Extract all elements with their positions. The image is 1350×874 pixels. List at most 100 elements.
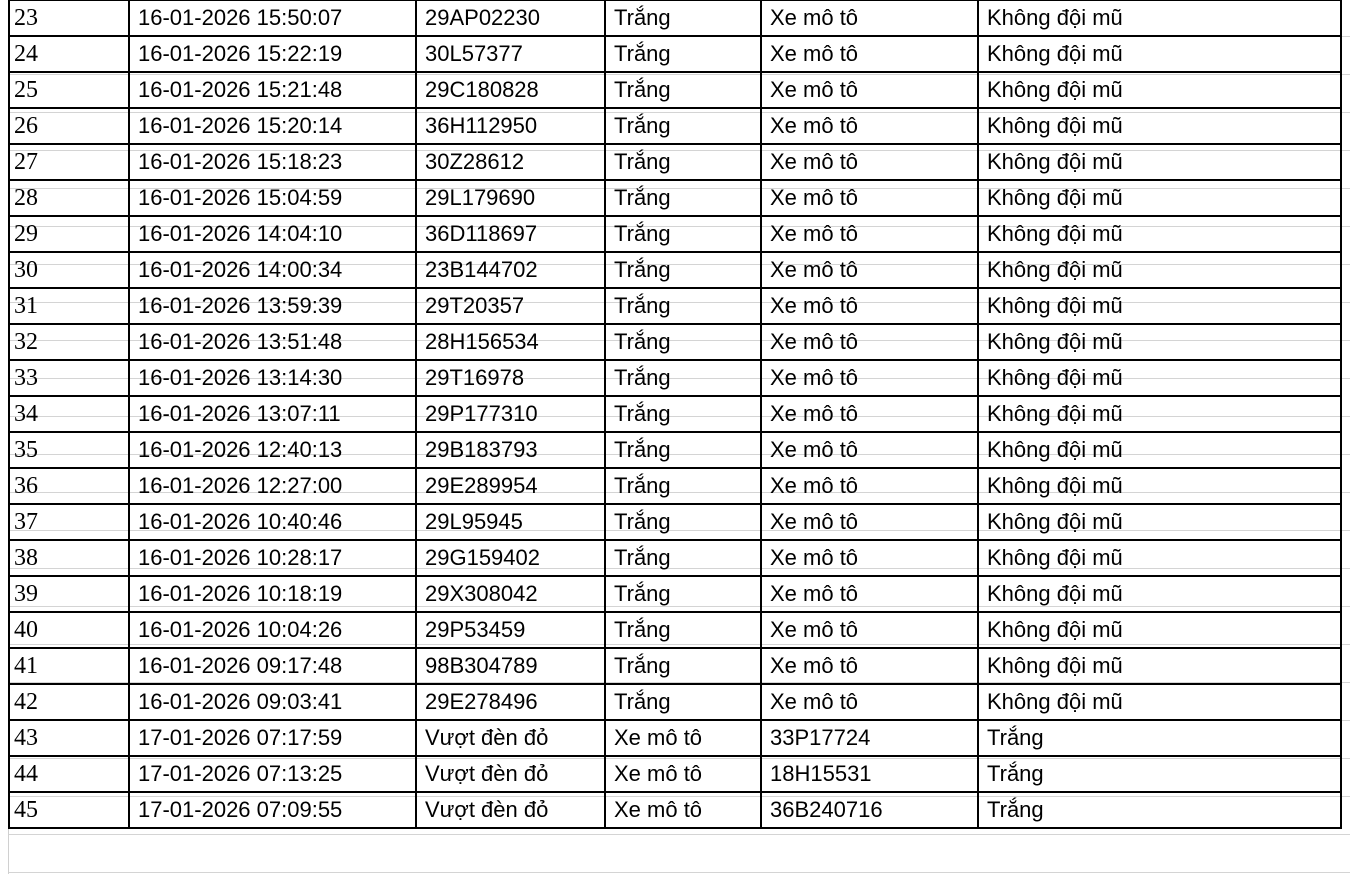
col-e-cell[interactable]: Xe mô tô [760, 287, 979, 325]
col-e-cell[interactable]: Xe mô tô [760, 215, 979, 253]
row-number-cell[interactable]: 35 [8, 431, 130, 469]
col-c-cell[interactable]: Vượt đèn đỏ [415, 719, 606, 757]
row-number-cell[interactable]: 36 [8, 467, 130, 505]
timestamp-cell[interactable]: 16-01-2026 14:00:34 [128, 251, 417, 289]
row-number-cell[interactable]: 43 [8, 719, 130, 757]
col-f-cell[interactable]: Không đội mũ [977, 143, 1342, 181]
col-e-cell[interactable]: Xe mô tô [760, 359, 979, 397]
timestamp-cell[interactable]: 16-01-2026 12:27:00 [128, 467, 417, 505]
timestamp-cell[interactable]: 16-01-2026 10:18:19 [128, 575, 417, 613]
col-e-cell[interactable]: Xe mô tô [760, 683, 979, 721]
timestamp-cell[interactable]: 16-01-2026 15:18:23 [128, 143, 417, 181]
col-f-cell[interactable]: Không đội mũ [977, 323, 1342, 361]
col-e-cell[interactable]: Xe mô tô [760, 431, 979, 469]
col-c-cell[interactable]: 36D118697 [415, 215, 606, 253]
row-number-cell[interactable]: 44 [8, 755, 130, 793]
col-e-cell[interactable]: Xe mô tô [760, 467, 979, 505]
col-c-cell[interactable]: 29E278496 [415, 683, 606, 721]
row-number-cell[interactable]: 38 [8, 539, 130, 577]
timestamp-cell[interactable]: 16-01-2026 10:04:26 [128, 611, 417, 649]
col-c-cell[interactable]: 30Z28612 [415, 143, 606, 181]
col-f-cell[interactable]: Không đội mũ [977, 0, 1342, 37]
col-d-cell[interactable]: Xe mô tô [604, 719, 762, 757]
col-c-cell[interactable]: 36H112950 [415, 107, 606, 145]
row-number-cell[interactable]: 30 [8, 251, 130, 289]
col-d-cell[interactable]: Trắng [604, 107, 762, 145]
col-d-cell[interactable]: Xe mô tô [604, 755, 762, 793]
timestamp-cell[interactable]: 17-01-2026 07:13:25 [128, 755, 417, 793]
col-c-cell[interactable]: 29L95945 [415, 503, 606, 541]
col-d-cell[interactable]: Trắng [604, 575, 762, 613]
col-e-cell[interactable]: Xe mô tô [760, 0, 979, 37]
col-f-cell[interactable]: Trắng [977, 719, 1342, 757]
col-c-cell[interactable]: 30L57377 [415, 35, 606, 73]
col-e-cell[interactable]: Xe mô tô [760, 323, 979, 361]
col-c-cell[interactable]: 98B304789 [415, 647, 606, 685]
col-d-cell[interactable]: Trắng [604, 0, 762, 37]
timestamp-cell[interactable]: 16-01-2026 09:03:41 [128, 683, 417, 721]
col-f-cell[interactable]: Không đội mũ [977, 683, 1342, 721]
col-e-cell[interactable]: Xe mô tô [760, 251, 979, 289]
col-f-cell[interactable]: Không đội mũ [977, 179, 1342, 217]
col-e-cell[interactable]: Xe mô tô [760, 647, 979, 685]
row-number-cell[interactable]: 37 [8, 503, 130, 541]
col-e-cell[interactable]: Xe mô tô [760, 575, 979, 613]
col-f-cell[interactable]: Không đội mũ [977, 395, 1342, 433]
timestamp-cell[interactable]: 16-01-2026 15:04:59 [128, 179, 417, 217]
col-c-cell[interactable]: 29C180828 [415, 71, 606, 109]
col-f-cell[interactable]: Không đội mũ [977, 35, 1342, 73]
col-e-cell[interactable]: Xe mô tô [760, 179, 979, 217]
timestamp-cell[interactable]: 16-01-2026 15:21:48 [128, 71, 417, 109]
col-c-cell[interactable]: 29L179690 [415, 179, 606, 217]
col-d-cell[interactable]: Trắng [604, 359, 762, 397]
row-number-cell[interactable]: 39 [8, 575, 130, 613]
col-f-cell[interactable]: Không đội mũ [977, 359, 1342, 397]
timestamp-cell[interactable]: 16-01-2026 14:04:10 [128, 215, 417, 253]
timestamp-cell[interactable]: 16-01-2026 09:17:48 [128, 647, 417, 685]
timestamp-cell[interactable]: 17-01-2026 07:09:55 [128, 791, 417, 829]
col-f-cell[interactable]: Không đội mũ [977, 503, 1342, 541]
row-number-cell[interactable]: 27 [8, 143, 130, 181]
col-f-cell[interactable]: Không đội mũ [977, 287, 1342, 325]
col-f-cell[interactable]: Không đội mũ [977, 611, 1342, 649]
col-d-cell[interactable]: Trắng [604, 539, 762, 577]
timestamp-cell[interactable]: 16-01-2026 15:22:19 [128, 35, 417, 73]
col-e-cell[interactable]: 36B240716 [760, 791, 979, 829]
timestamp-cell[interactable]: 16-01-2026 10:28:17 [128, 539, 417, 577]
col-c-cell[interactable]: 29P53459 [415, 611, 606, 649]
col-c-cell[interactable]: 29AP02230 [415, 0, 606, 37]
col-e-cell[interactable]: Xe mô tô [760, 503, 979, 541]
row-number-cell[interactable]: 32 [8, 323, 130, 361]
timestamp-cell[interactable]: 16-01-2026 13:59:39 [128, 287, 417, 325]
row-number-cell[interactable]: 25 [8, 71, 130, 109]
col-d-cell[interactable]: Trắng [604, 467, 762, 505]
col-d-cell[interactable]: Trắng [604, 179, 762, 217]
col-f-cell[interactable]: Không đội mũ [977, 107, 1342, 145]
timestamp-cell[interactable]: 16-01-2026 15:50:07 [128, 0, 417, 37]
col-d-cell[interactable]: Trắng [604, 251, 762, 289]
col-c-cell[interactable]: 29P177310 [415, 395, 606, 433]
row-number-cell[interactable]: 28 [8, 179, 130, 217]
col-f-cell[interactable]: Không đội mũ [977, 647, 1342, 685]
row-number-cell[interactable]: 41 [8, 647, 130, 685]
row-number-cell[interactable]: 24 [8, 35, 130, 73]
timestamp-cell[interactable]: 16-01-2026 13:14:30 [128, 359, 417, 397]
col-f-cell[interactable]: Không đội mũ [977, 467, 1342, 505]
row-number-cell[interactable]: 26 [8, 107, 130, 145]
col-f-cell[interactable]: Không đội mũ [977, 575, 1342, 613]
col-f-cell[interactable]: Không đội mũ [977, 539, 1342, 577]
row-number-cell[interactable]: 34 [8, 395, 130, 433]
col-e-cell[interactable]: Xe mô tô [760, 143, 979, 181]
col-e-cell[interactable]: Xe mô tô [760, 395, 979, 433]
row-number-cell[interactable]: 29 [8, 215, 130, 253]
col-c-cell[interactable]: Vượt đèn đỏ [415, 791, 606, 829]
col-e-cell[interactable]: Xe mô tô [760, 107, 979, 145]
timestamp-cell[interactable]: 16-01-2026 15:20:14 [128, 107, 417, 145]
col-d-cell[interactable]: Trắng [604, 395, 762, 433]
col-f-cell[interactable]: Không đội mũ [977, 431, 1342, 469]
col-f-cell[interactable]: Không đội mũ [977, 71, 1342, 109]
col-d-cell[interactable]: Trắng [604, 683, 762, 721]
col-e-cell[interactable]: Xe mô tô [760, 71, 979, 109]
col-c-cell[interactable]: 29T20357 [415, 287, 606, 325]
col-c-cell[interactable]: 29B183793 [415, 431, 606, 469]
